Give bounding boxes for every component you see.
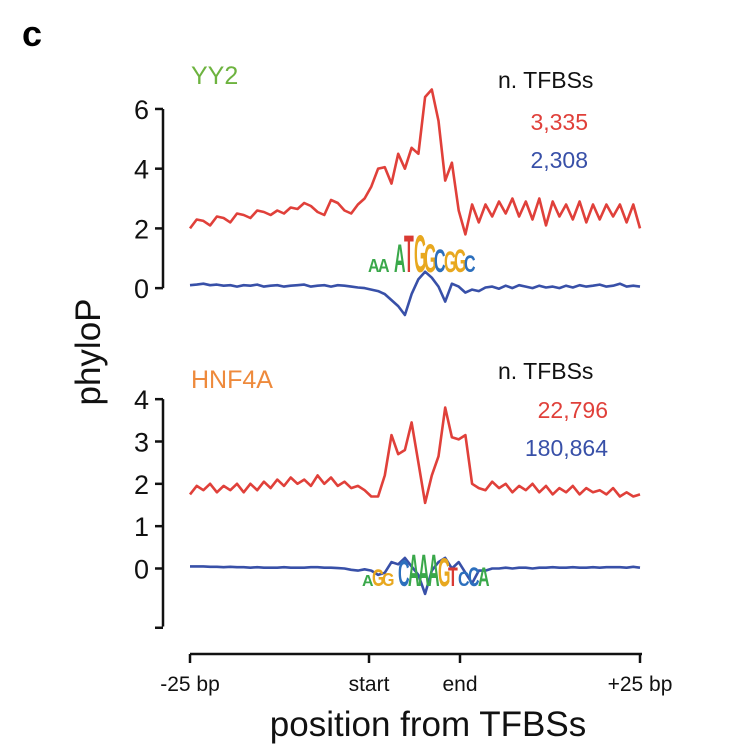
- yy2-motif-letter: C: [434, 244, 446, 279]
- hnf4a-legend-count-blue: 180,864: [525, 435, 608, 461]
- hnf4a-motif-letter: G: [438, 551, 450, 596]
- hnf4a-motif-letter: C: [398, 554, 410, 596]
- panel-letter: c: [22, 13, 42, 54]
- hnf4a-motif-letter: G: [382, 569, 394, 591]
- hnf4a-motif-letter: A: [478, 562, 490, 592]
- yy2-y-tick-label: 2: [134, 214, 149, 244]
- hnf4a-y-tick-label: 1: [134, 512, 149, 542]
- yy2-title: YY2: [191, 62, 238, 90]
- yy2-motif-letter: G: [444, 246, 456, 278]
- hnf4a-blue-series-line: [190, 556, 641, 596]
- x-tick-label: -25 bp: [160, 673, 220, 696]
- y-axis-title: phyloP: [69, 298, 108, 405]
- yy2-blue-series-line: [189, 270, 641, 317]
- yy2-motif-letter: A: [378, 255, 390, 277]
- yy2-legend-header: n. TFBSs: [498, 67, 593, 93]
- hnf4a-motif-letter: C: [468, 562, 480, 592]
- hnf4a-series: [188, 406, 641, 596]
- hnf4a-y-tick-label: 0: [134, 555, 149, 585]
- x-tick-label: +25 bp: [608, 673, 673, 696]
- yy2-motif-letter: A: [368, 255, 380, 277]
- hnf4a-motif-letter: A: [408, 546, 420, 597]
- yy2-motif-letter: A: [394, 237, 406, 282]
- hnf4a-legend-header: n. TFBSs: [498, 358, 593, 384]
- yy2-legend-count-red: 3,335: [530, 109, 588, 135]
- hnf4a-motif-letter: A: [362, 573, 374, 590]
- hnf4a-motif-letter: T: [448, 562, 458, 592]
- x-tick-label: end: [442, 673, 477, 696]
- hnf4a-y-tick-label: 2: [134, 470, 149, 500]
- yy2-y-tick-label: 4: [134, 155, 149, 185]
- yy2-motif-letter: G: [424, 237, 436, 282]
- yy2-motif-letter: G: [454, 244, 466, 279]
- hnf4a-y-tick-label: 4: [134, 385, 149, 415]
- x-tick-label: start: [349, 673, 390, 696]
- yy2-y-tick-label: 6: [134, 95, 149, 125]
- yy2-motif-letter: T: [404, 225, 414, 285]
- hnf4a-title: HNF4A: [191, 366, 273, 394]
- yy2-y-axis: 0 2 4 6: [134, 95, 165, 304]
- yy2-motif-letter: C: [464, 252, 476, 278]
- yy2-red-series-line: [188, 88, 642, 236]
- yy2-series: [188, 88, 642, 317]
- hnf4a-motif-letter: A: [418, 546, 430, 597]
- hnf4a-motif-letter: A: [428, 546, 440, 597]
- hnf4a-motif-letter: G: [372, 566, 384, 592]
- hnf4a-y-axis: 0 1 2 3 4: [134, 385, 165, 630]
- yy2-y-tick-label: 0: [134, 274, 149, 304]
- hnf4a-motif-letter: C: [458, 567, 470, 591]
- yy2-motif-letter: G: [414, 225, 426, 285]
- yy2-legend-count-blue: 2,308: [530, 147, 588, 173]
- hnf4a-y-tick-label: 3: [134, 428, 149, 458]
- x-axis-title: position from TFBSs: [270, 705, 586, 744]
- hnf4a-legend-count-red: 22,796: [538, 397, 608, 423]
- x-axis: -25 bp start end +25 bp: [160, 652, 673, 696]
- hnf4a-red-series-line: [188, 406, 641, 505]
